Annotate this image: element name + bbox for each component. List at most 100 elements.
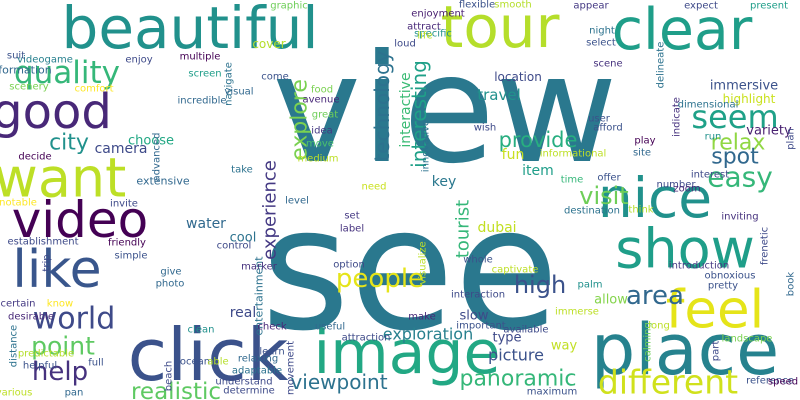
word-suit: suit <box>7 51 25 62</box>
word-video: video <box>12 191 149 249</box>
word-choose: choose <box>128 134 174 149</box>
word-viewpoint: viewpoint <box>290 370 387 394</box>
word-screen: screen <box>188 69 221 80</box>
word-multiple: multiple <box>180 52 221 63</box>
word-clean: clean <box>188 325 215 336</box>
word-palm: palm <box>578 280 603 291</box>
word-select: select <box>586 38 616 49</box>
word-part: part <box>711 341 722 362</box>
word-scenery: scenery <box>9 82 48 93</box>
word-city: city <box>49 131 89 156</box>
word-want: want <box>0 147 126 210</box>
word-loud: loud <box>394 39 416 50</box>
word-tour: tour <box>441 0 560 61</box>
word-useful: useful <box>315 322 345 333</box>
word-night: night <box>589 26 615 37</box>
word-obnoxious: obnoxious <box>705 271 756 282</box>
word-beach: beach <box>164 361 175 391</box>
word-visualize: visualize <box>418 241 429 284</box>
word-travel: travel <box>477 86 521 104</box>
word-decide: decide <box>18 152 51 163</box>
word-spot: spot <box>711 145 759 170</box>
word-attraction: attraction <box>342 333 391 344</box>
word-seem: seem <box>691 98 778 136</box>
word-explore: explore <box>288 79 313 161</box>
word-fun: fun <box>502 147 525 163</box>
word-good: good <box>0 84 112 140</box>
word-extensive: extensive <box>136 175 189 188</box>
word-allow: allow <box>594 293 628 308</box>
word-show: show <box>615 218 755 281</box>
word-maximum: maximum <box>527 387 577 398</box>
word-slow: slow <box>460 309 489 324</box>
word-various: various <box>0 388 32 399</box>
word-exploration: exploration <box>383 325 473 344</box>
word-scene: scene <box>593 59 622 70</box>
word-whole: whole <box>463 255 493 266</box>
word-medium: medium <box>297 154 338 165</box>
word-wish: wish <box>474 123 497 134</box>
word-people: people <box>336 264 424 294</box>
word-see: see <box>261 171 559 369</box>
word-incredible: incredible <box>177 96 226 107</box>
word-realistic: realistic <box>131 379 221 400</box>
word-need: need <box>362 182 387 193</box>
word-place: place <box>591 309 779 391</box>
word-smooth: smooth <box>494 0 531 11</box>
word-location: location <box>494 70 542 84</box>
word-destination: destination <box>564 206 620 217</box>
word-variety: variety <box>746 124 792 139</box>
word-cool: cool <box>230 231 257 246</box>
word-time: time <box>561 175 584 186</box>
word-full: full <box>88 358 103 369</box>
word-interaction: interaction <box>451 290 505 301</box>
word-area: area <box>626 281 684 311</box>
word-landscape: landscape <box>722 334 773 345</box>
word-graphic: graphic <box>270 1 308 12</box>
word-inviting: inviting <box>721 212 758 223</box>
word-great: great <box>312 110 339 121</box>
word-appear: appear <box>573 1 609 12</box>
word-indicate: indicate <box>672 97 683 137</box>
word-immerse: immerse <box>555 307 599 318</box>
word-informational: informational <box>540 149 607 160</box>
word-immersive: immersive <box>710 79 778 94</box>
word-interesting: interesting <box>407 60 431 168</box>
word-make: make <box>408 312 435 323</box>
word-panoramic: panoramic <box>459 367 576 392</box>
word-avenue: avenue <box>302 95 339 106</box>
word-move: move <box>306 139 334 150</box>
word-think: think <box>628 205 653 216</box>
word-available: available <box>503 325 548 336</box>
word-key: key <box>432 174 457 190</box>
word-flexible: flexible <box>459 0 495 11</box>
word-like: like <box>12 240 101 300</box>
word-check: check <box>257 322 286 333</box>
word-dubai: dubai <box>477 220 516 236</box>
word-delineate: delineate <box>656 42 667 89</box>
word-camera: camera <box>95 141 148 157</box>
word-friendly: friendly <box>108 238 146 249</box>
word-offer: offer <box>597 173 621 184</box>
word-afford: afford <box>593 123 622 134</box>
word-level: level <box>285 196 309 207</box>
word-image: image <box>314 318 501 388</box>
word-expect: expect <box>684 1 718 12</box>
word-life: life <box>417 31 432 42</box>
word-frenetic: frenetic <box>760 227 771 265</box>
word-interest: interest <box>691 170 729 181</box>
word-understand: understand <box>215 377 272 388</box>
word-run: run <box>705 132 722 143</box>
word-calming: calming <box>643 322 654 362</box>
word-navigate: navigate <box>224 62 235 106</box>
word-click: click <box>128 313 289 397</box>
word-learn: learn <box>259 347 284 358</box>
word-relaxing: relaxing <box>238 354 278 365</box>
word-set: set <box>344 211 359 222</box>
word-world: world <box>33 302 116 337</box>
word-number: number <box>656 180 696 191</box>
word-advanced: advanced <box>152 133 163 182</box>
word-interactive: interactive <box>398 72 414 147</box>
word-pretty: pretty <box>708 281 738 292</box>
